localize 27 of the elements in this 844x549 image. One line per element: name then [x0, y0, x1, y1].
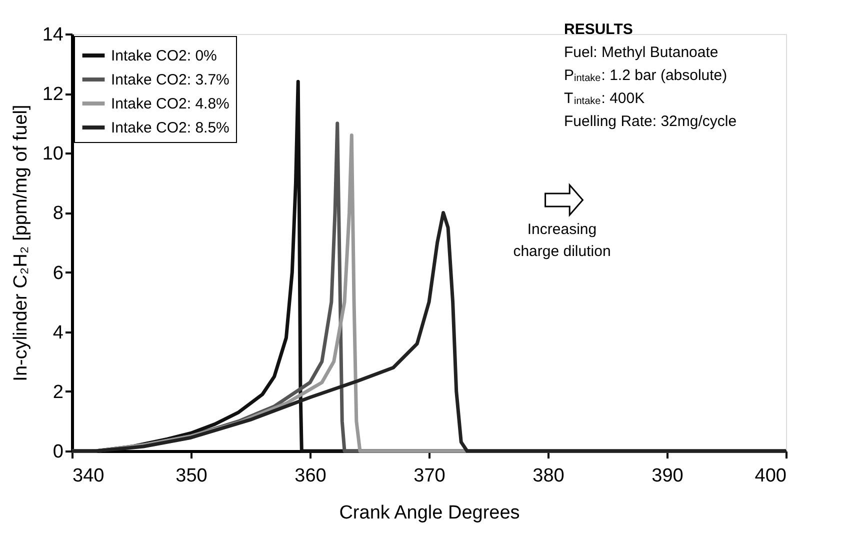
x-axis-title: Crank Angle Degrees	[339, 502, 520, 524]
annotation: Tintake: 400K	[564, 90, 645, 107]
x-tick-label: 370	[414, 466, 446, 486]
x-tick-label: 390	[652, 466, 684, 486]
x-tick-label: 360	[294, 466, 326, 486]
x-tick-label: 340	[72, 466, 104, 486]
legend-label: Intake CO2: 3.7%	[111, 72, 230, 88]
x-tick-label: 400	[754, 466, 786, 486]
x-tick-label: 350	[176, 466, 208, 486]
legend-label: Intake CO2: 0%	[111, 48, 217, 64]
y-tick-label: 4	[52, 322, 64, 344]
y-axis-title: In-cylinder C₂H₂ [ppm/mg of fuel]	[10, 104, 32, 382]
y-tick-label: 6	[52, 262, 64, 284]
annotation: Fuelling Rate: 32mg/cycle	[564, 113, 737, 130]
legend-label: Intake CO2: 4.8%	[111, 96, 230, 112]
y-tick-label: 2	[52, 382, 64, 403]
legend-label: Intake CO2: 8.5%	[111, 120, 230, 136]
annotation: Pintake: 1.2 bar (absolute)	[564, 67, 728, 84]
x-tick-label: 380	[532, 466, 564, 486]
annotation: RESULTS	[564, 21, 633, 38]
y-tick-label: 0	[52, 442, 64, 462]
y-tick-label: 8	[52, 203, 64, 224]
y-tick-label: 12	[42, 84, 64, 106]
y-tick-label: 14	[42, 24, 64, 46]
y-tick-label: 10	[42, 144, 64, 165]
annotation: Increasing charge dilution	[513, 221, 611, 260]
annotation: Fuel: Methyl Butanoate	[564, 44, 718, 61]
